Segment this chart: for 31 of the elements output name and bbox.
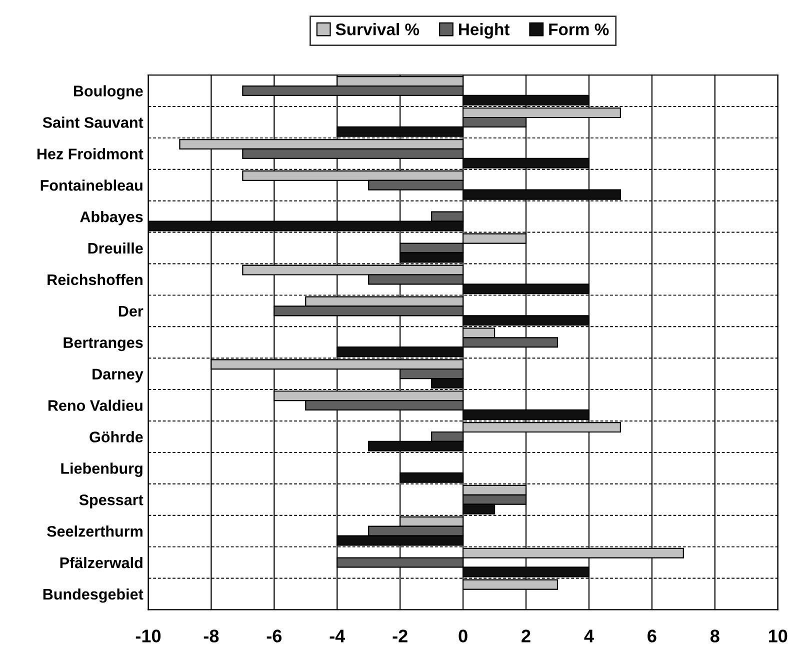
legend-label: Height — [459, 23, 510, 39]
x-tick-label: 2 — [522, 630, 530, 642]
y-tick-label: Pfälzerwald — [60, 556, 142, 568]
y-tick-label: Dreuille — [88, 242, 143, 254]
x-tick-label: -10 — [136, 630, 161, 642]
y-tick-label: Der — [118, 306, 144, 317]
y-tick-label: Spessart — [79, 494, 144, 508]
legend-label: Form % — [549, 24, 609, 36]
legend-label: Survival % — [336, 23, 420, 36]
y-tick-label: Abbayes — [80, 211, 143, 226]
y-tick-label: Reno Valdieu — [48, 400, 142, 411]
x-tick-label: 10 — [768, 630, 788, 642]
y-tick-label: Bertranges — [64, 337, 143, 352]
y-tick-label: Boulogne — [74, 85, 143, 100]
x-tick-label: -6 — [266, 630, 282, 642]
y-tick-label: Bundesgebiet — [43, 588, 144, 603]
y-tick-label: Liebenburg — [61, 462, 142, 477]
x-tick-label: -4 — [330, 630, 346, 642]
y-tick-label: Darney — [92, 368, 144, 383]
x-tick-label: 8 — [710, 630, 720, 642]
x-tick-label: 4 — [584, 630, 594, 642]
y-tick-label: Hez Froidmont — [37, 148, 144, 160]
x-tick-label: -2 — [392, 630, 408, 642]
x-tick-label: 0 — [458, 630, 468, 642]
y-tick-label: Saint Sauvant — [42, 116, 144, 128]
x-tick-label: 6 — [648, 630, 656, 642]
y-tick-label: Göhrde — [90, 431, 143, 442]
y-tick-label: Fontainebleau — [40, 180, 142, 191]
y-tick-label: Reichshoffen — [48, 274, 142, 286]
x-tick-label: -8 — [204, 630, 219, 642]
y-tick-label: Seelzerthurm — [47, 526, 142, 537]
